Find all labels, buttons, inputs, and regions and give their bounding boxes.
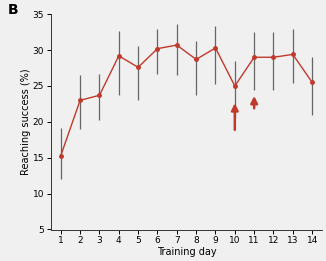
Text: B: B: [8, 3, 19, 17]
X-axis label: Training day: Training day: [157, 247, 216, 257]
Y-axis label: Reaching success (%): Reaching success (%): [21, 69, 31, 175]
